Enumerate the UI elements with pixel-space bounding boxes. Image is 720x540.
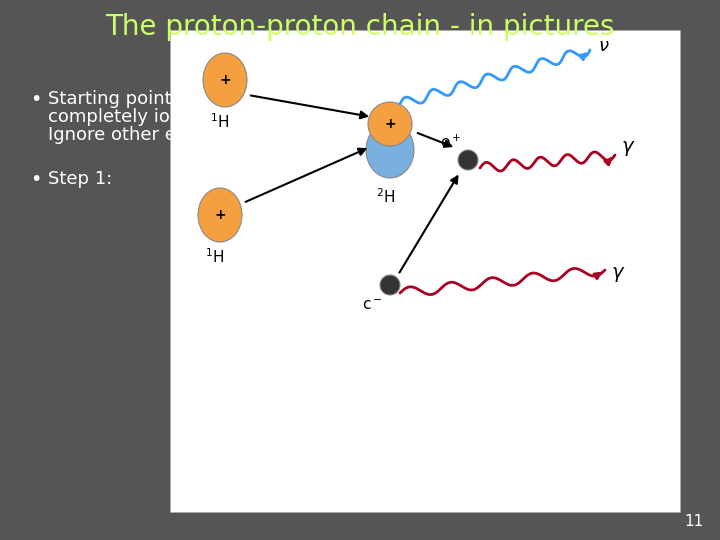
Text: •: • (30, 170, 41, 189)
Text: 7: 7 (236, 90, 245, 104)
Text: Ignore other elements.: Ignore other elements. (48, 126, 254, 144)
Text: Step 1:: Step 1: (48, 170, 112, 188)
Text: $\gamma$: $\gamma$ (611, 266, 626, 285)
Ellipse shape (380, 275, 400, 295)
Text: e$^+$: e$^+$ (440, 133, 462, 151)
Ellipse shape (366, 122, 414, 178)
Ellipse shape (458, 150, 478, 170)
Text: K, hydrogen in the core of the Sun is: K, hydrogen in the core of the Sun is (245, 90, 580, 108)
Text: $\nu$: $\nu$ (598, 37, 610, 55)
Text: $^1$H: $^1$H (205, 248, 225, 266)
Text: $^2$H: $^2$H (376, 187, 395, 206)
Bar (170, 30, 680, 512)
Text: +: + (219, 73, 231, 87)
Text: c$^-$: c$^-$ (362, 298, 382, 313)
Ellipse shape (368, 102, 412, 146)
Ellipse shape (203, 53, 247, 107)
Text: completely ionized, thus a mixture of free electrons and protons.: completely ionized, thus a mixture of fr… (48, 108, 634, 126)
Text: $^1$H: $^1$H (210, 113, 230, 131)
Text: •: • (30, 90, 41, 109)
Text: 11: 11 (685, 515, 703, 530)
Text: $\gamma$: $\gamma$ (621, 139, 635, 159)
Text: +: + (384, 117, 396, 131)
Text: +: + (214, 208, 226, 222)
Text: Starting point: at 1.5x10: Starting point: at 1.5x10 (48, 90, 269, 108)
Text: The proton-proton chain - in pictures: The proton-proton chain - in pictures (105, 13, 615, 41)
Ellipse shape (198, 188, 242, 242)
